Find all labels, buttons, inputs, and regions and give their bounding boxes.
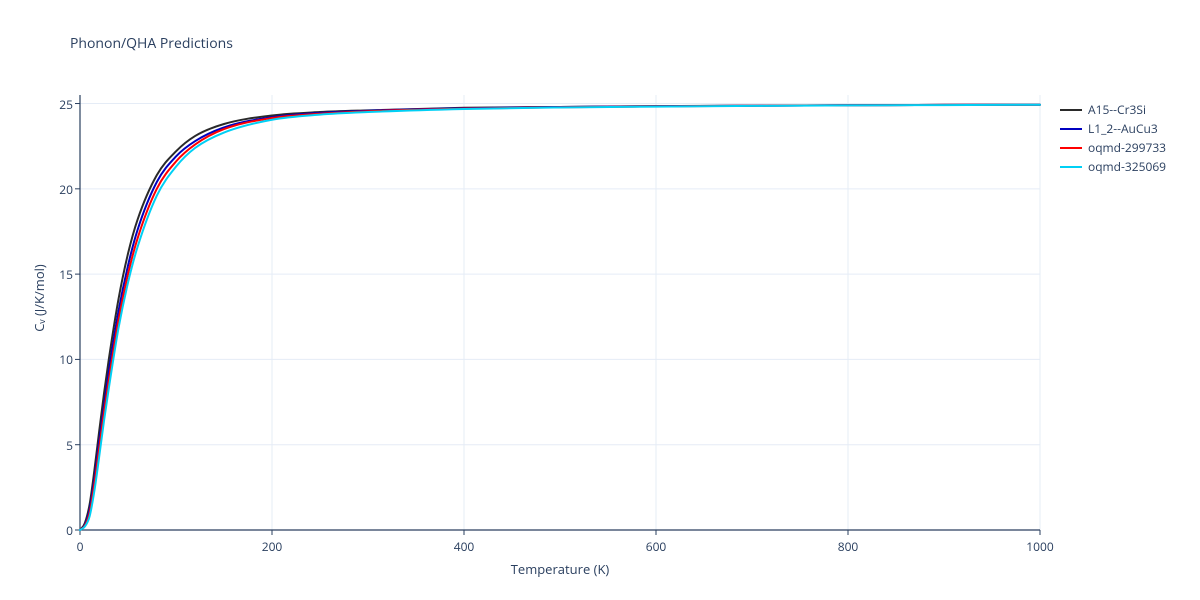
- y-tick-label: 5: [45, 437, 73, 454]
- series-line: [80, 105, 1040, 530]
- series-line: [80, 105, 1040, 530]
- legend-swatch: [1060, 147, 1082, 149]
- legend-label: oqmd-299733: [1088, 139, 1166, 156]
- y-axis-label: Cᵥ (J/K/mol): [30, 238, 48, 358]
- legend-swatch: [1060, 166, 1082, 168]
- x-axis-label: Temperature (K): [500, 560, 620, 578]
- legend-item[interactable]: L1_2--AuCu3: [1060, 119, 1166, 138]
- legend-label: oqmd-325069: [1088, 158, 1166, 175]
- legend-label: L1_2--AuCu3: [1088, 120, 1158, 137]
- legend: A15--Cr3Si L1_2--AuCu3 oqmd-299733 oqmd-325…: [1060, 100, 1166, 176]
- chart-container: { "chart": { "type": "line", "title": "P…: [0, 0, 1200, 600]
- y-tick-label: 10: [45, 351, 73, 368]
- y-tick-label: 25: [45, 96, 73, 113]
- x-tick-label: 600: [641, 538, 671, 555]
- x-tick-label: 400: [449, 538, 479, 555]
- y-tick-label: 15: [45, 266, 73, 283]
- x-tick-label: 1000: [1025, 538, 1055, 555]
- series-line: [80, 105, 1040, 530]
- series-line: [80, 105, 1040, 530]
- x-tick-label: 200: [257, 538, 287, 555]
- plot-svg: [0, 0, 1200, 600]
- legend-item[interactable]: oqmd-299733: [1060, 138, 1166, 157]
- legend-label: A15--Cr3Si: [1088, 101, 1146, 118]
- x-tick-label: 0: [65, 538, 95, 555]
- legend-swatch: [1060, 109, 1082, 111]
- y-tick-label: 20: [45, 181, 73, 198]
- x-tick-label: 800: [833, 538, 863, 555]
- legend-item[interactable]: oqmd-325069: [1060, 157, 1166, 176]
- legend-swatch: [1060, 128, 1082, 130]
- y-tick-label: 0: [45, 522, 73, 539]
- legend-item[interactable]: A15--Cr3Si: [1060, 100, 1166, 119]
